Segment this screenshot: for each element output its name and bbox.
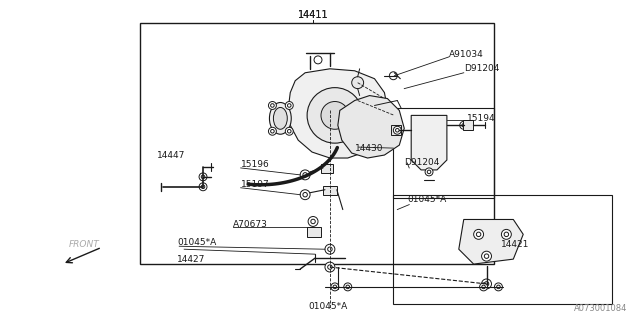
Polygon shape [338,96,404,158]
Text: 15194: 15194 [467,114,495,123]
Circle shape [285,101,293,109]
Text: D91204: D91204 [464,64,499,73]
Text: 01045*A: 01045*A [177,238,216,247]
Circle shape [325,244,335,254]
Text: A70673: A70673 [233,220,268,229]
Circle shape [199,173,207,181]
Text: 14427: 14427 [177,255,205,264]
Circle shape [501,229,511,239]
Circle shape [287,104,291,107]
Text: 14430: 14430 [355,144,383,153]
Bar [463,120,473,130]
Circle shape [271,130,274,133]
Circle shape [300,170,310,180]
Bar [392,125,401,135]
Text: 15197: 15197 [241,180,269,189]
Circle shape [425,168,433,176]
Circle shape [484,282,489,286]
Circle shape [303,172,307,177]
Circle shape [325,262,335,272]
Circle shape [328,265,332,269]
Circle shape [268,127,276,135]
Circle shape [201,185,205,188]
Bar [394,108,495,198]
Circle shape [287,130,291,133]
Circle shape [394,126,401,134]
Circle shape [307,88,363,143]
Bar [321,164,333,173]
Circle shape [321,101,349,129]
Circle shape [352,77,364,89]
Circle shape [199,183,207,191]
Circle shape [474,229,484,239]
Circle shape [285,127,293,135]
Circle shape [300,190,310,200]
Circle shape [201,175,205,179]
Circle shape [311,219,316,224]
Circle shape [462,124,465,127]
Circle shape [308,217,318,227]
Circle shape [328,247,332,252]
Text: 14411: 14411 [298,10,328,20]
Polygon shape [459,220,524,264]
Circle shape [479,283,488,291]
Ellipse shape [273,108,287,129]
Circle shape [481,279,492,289]
Circle shape [314,56,322,64]
Bar [323,186,337,195]
Text: 14411: 14411 [298,10,328,20]
Circle shape [331,283,339,291]
Polygon shape [288,69,387,158]
Circle shape [460,121,468,129]
Circle shape [495,283,502,291]
Text: FRONT: FRONT [68,240,99,249]
Bar [307,228,321,237]
Circle shape [268,101,276,109]
Circle shape [389,72,397,80]
Circle shape [271,104,274,107]
Bar [140,23,495,264]
Polygon shape [412,116,447,170]
Text: A91034: A91034 [449,51,484,60]
Text: 14421: 14421 [501,240,530,249]
Circle shape [481,251,492,261]
Text: D91204: D91204 [404,158,440,167]
Text: 01045*A: 01045*A [407,195,447,204]
Text: A073001084: A073001084 [574,304,627,313]
Bar [394,195,612,304]
Circle shape [504,232,509,236]
Circle shape [476,232,481,236]
Circle shape [428,170,431,174]
Circle shape [333,285,337,289]
Text: 15196: 15196 [241,160,269,170]
Circle shape [344,283,352,291]
Circle shape [482,285,485,289]
Text: 14447: 14447 [157,150,186,160]
Circle shape [497,285,500,289]
Circle shape [303,192,307,197]
Circle shape [346,285,349,289]
Text: 01045*A: 01045*A [308,302,348,311]
Ellipse shape [269,102,291,134]
Circle shape [484,254,489,258]
Circle shape [396,128,399,132]
